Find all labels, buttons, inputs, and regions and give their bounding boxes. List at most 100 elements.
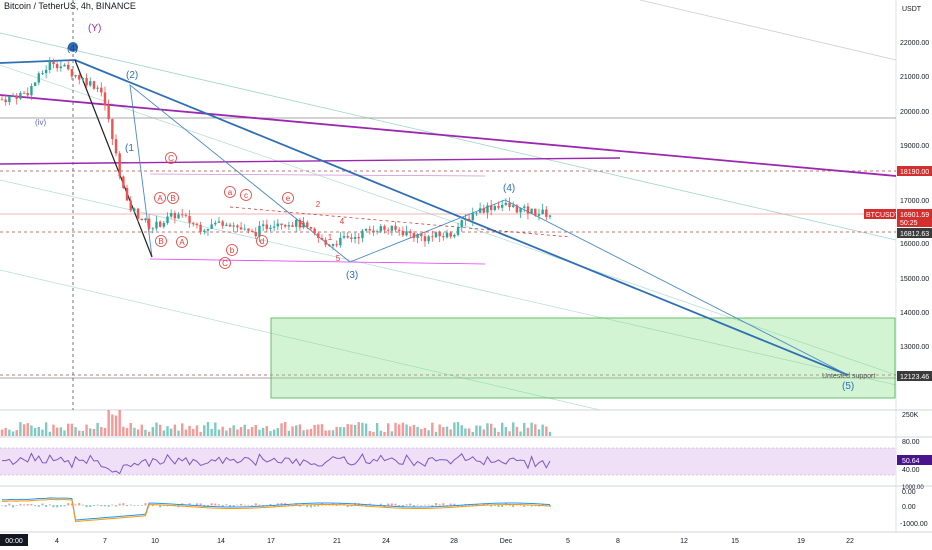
candle-body bbox=[78, 75, 81, 80]
candle-body bbox=[221, 221, 224, 226]
volume-bar bbox=[89, 428, 92, 436]
macd-bar bbox=[225, 504, 228, 506]
volume-bar bbox=[8, 429, 11, 436]
candle-body bbox=[63, 64, 66, 67]
macd-bar bbox=[313, 505, 316, 507]
candle-body bbox=[55, 64, 59, 69]
wave-3-label: (3) bbox=[346, 270, 358, 281]
candle-body bbox=[184, 215, 188, 217]
volume-bar bbox=[184, 429, 188, 436]
volume-bar bbox=[247, 429, 250, 436]
volume-bar bbox=[199, 431, 202, 436]
time-axis[interactable]: 00:00 4 7 10 14 17 21 24 28 Dec 5 8 12 15 19 22 bbox=[0, 534, 854, 546]
candle-body bbox=[210, 224, 213, 229]
label-d: d bbox=[260, 237, 264, 246]
volume-bar bbox=[181, 423, 184, 436]
volume-bar bbox=[276, 428, 280, 436]
macd-bar bbox=[405, 504, 408, 506]
volume-bar bbox=[449, 429, 452, 436]
volume-bar bbox=[409, 426, 412, 436]
volume-bar bbox=[258, 429, 261, 436]
macd-bar bbox=[126, 505, 129, 507]
candle-body bbox=[471, 213, 474, 221]
candle-body bbox=[445, 232, 449, 238]
time-tick-label: 24 bbox=[382, 538, 390, 545]
volume-bar bbox=[320, 424, 324, 436]
candle-body bbox=[317, 233, 320, 239]
candle-body bbox=[225, 224, 228, 226]
volume-bar bbox=[192, 428, 195, 436]
macd-bar bbox=[195, 503, 198, 506]
volume-bar bbox=[26, 423, 29, 436]
volume-bar bbox=[217, 429, 221, 436]
volume-bar bbox=[298, 424, 302, 436]
candle-body bbox=[309, 226, 313, 229]
candle-body bbox=[409, 231, 412, 234]
candle-body bbox=[324, 239, 327, 245]
macd-bar bbox=[78, 503, 81, 506]
macd-bar bbox=[41, 503, 44, 506]
candle-body bbox=[81, 78, 85, 80]
candle-body bbox=[59, 66, 63, 69]
macd-bar bbox=[390, 503, 393, 506]
volume-bar bbox=[394, 422, 397, 436]
candle-body bbox=[214, 222, 217, 225]
macd-bar bbox=[427, 504, 430, 506]
macd-bar bbox=[1, 505, 3, 506]
volume-bar bbox=[464, 428, 467, 436]
candle-body bbox=[4, 99, 7, 103]
wave-2-label: (2) bbox=[126, 70, 138, 81]
volume-bar bbox=[467, 428, 471, 436]
macd-bar bbox=[52, 505, 55, 508]
candle-body bbox=[339, 237, 342, 246]
volume-bar bbox=[206, 422, 210, 436]
volume-bar bbox=[493, 427, 497, 436]
candle-body bbox=[475, 212, 478, 214]
macd-bar bbox=[379, 503, 382, 506]
time-tick-label: 4 bbox=[55, 538, 59, 545]
volume-bar bbox=[445, 426, 449, 436]
macd-bar bbox=[416, 504, 419, 506]
label-b1: B bbox=[170, 194, 175, 203]
macd-bar bbox=[100, 505, 103, 507]
wave-y-label: (Y) bbox=[88, 23, 101, 34]
macd-bar bbox=[346, 505, 349, 507]
macd-bar bbox=[497, 505, 500, 507]
macd-bar bbox=[394, 503, 397, 506]
candle-body bbox=[188, 216, 191, 223]
volume-bar bbox=[339, 426, 342, 436]
volume-bar bbox=[177, 430, 180, 436]
macd-bar bbox=[501, 505, 504, 508]
candle-body bbox=[486, 205, 489, 213]
level-lines bbox=[0, 0, 896, 410]
volume-bar bbox=[416, 426, 419, 436]
candle-body bbox=[261, 224, 265, 226]
macd-bar bbox=[526, 505, 529, 506]
candle-body bbox=[534, 208, 537, 216]
macd-bar bbox=[85, 505, 88, 508]
volume-bar bbox=[313, 424, 316, 436]
candle-body bbox=[537, 214, 541, 216]
wave-iv-label: (iv) bbox=[35, 118, 46, 127]
candle-body bbox=[147, 218, 151, 229]
volume-bar bbox=[4, 427, 7, 436]
volume-bar bbox=[324, 430, 327, 436]
candle-body bbox=[107, 105, 110, 120]
macd-bar bbox=[19, 503, 22, 506]
candle-body bbox=[489, 205, 493, 211]
volume-bar bbox=[317, 424, 320, 436]
candle-body bbox=[313, 228, 316, 234]
volume-bar bbox=[85, 424, 88, 436]
label-c-top: C bbox=[168, 154, 174, 163]
price-axis[interactable]: USDT 22000.00 21000.00 20000.00 19000.00… bbox=[900, 6, 929, 351]
macd-bar bbox=[453, 503, 456, 506]
macd-bar bbox=[269, 503, 272, 506]
volume-bar bbox=[254, 424, 257, 436]
symbol-tag: BTCUSDT bbox=[866, 212, 900, 219]
candle-body bbox=[0, 99, 4, 101]
macd-bar bbox=[401, 505, 404, 508]
volume-bar bbox=[236, 429, 239, 436]
volume-bar bbox=[261, 427, 265, 436]
